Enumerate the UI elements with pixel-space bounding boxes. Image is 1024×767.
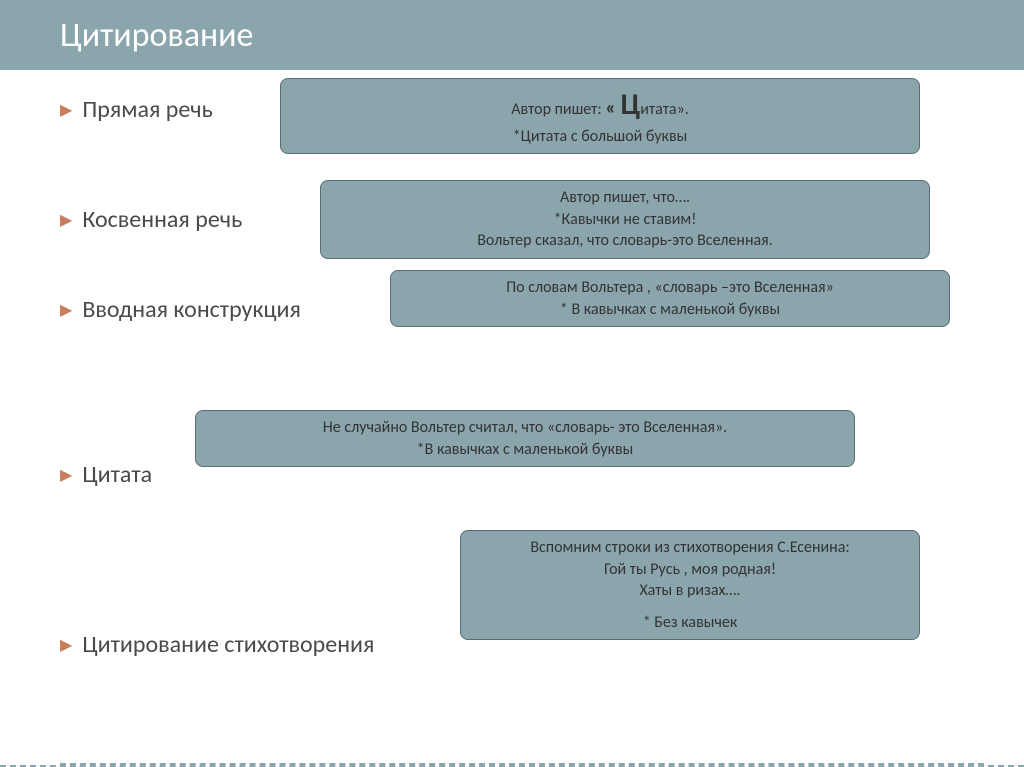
box-note: * Без кавычек: [471, 612, 909, 634]
bullet-icon: ▶: [60, 465, 72, 485]
box-text: «: [605, 96, 620, 120]
box-text: Гой ты Русь , моя родная!: [471, 559, 909, 581]
box-text: итата».: [640, 100, 689, 119]
box-quote: Не случайно Вольтер считал, что «словарь…: [195, 410, 855, 467]
box-text: По словам Вольтера , «словарь –это Вселе…: [401, 277, 939, 299]
bullet-intro-construction: ▶ Вводная конструкция: [60, 295, 301, 324]
box-text: Вспомним строки из стихотворения С.Есени…: [471, 537, 909, 559]
bullet-icon: ▶: [60, 210, 72, 230]
big-letter: Ц: [621, 86, 641, 123]
page-title: Цитирование: [60, 15, 253, 56]
bullet-direct-speech: ▶ Прямая речь: [60, 95, 213, 124]
bullet-label: Вводная конструкция: [82, 295, 301, 324]
bullet-indirect-speech: ▶ Косвенная речь: [60, 205, 242, 234]
content-area: ▶ Прямая речь ▶ Косвенная речь ▶ Вводная…: [0, 70, 1024, 767]
title-bar: Цитирование: [0, 0, 1024, 70]
box-note: *В кавычках с маленькой буквы: [206, 439, 844, 461]
box-text: *Кавычки не ставим!: [331, 209, 919, 231]
box-poem: Вспомним строки из стихотворения С.Есени…: [460, 530, 920, 640]
bullet-icon: ▶: [60, 100, 72, 120]
box-direct-speech: Автор пишет: « Цитата». *Цитата с большо…: [280, 78, 920, 154]
bullet-icon: ▶: [60, 635, 72, 655]
box-indirect-speech: Автор пишет, что…. *Кавычки не ставим! В…: [320, 180, 930, 259]
bullet-label: Цитата: [82, 460, 152, 489]
box-note: * В кавычках с маленькой буквы: [401, 299, 939, 321]
bullet-label: Прямая речь: [82, 95, 213, 124]
bullet-quote: ▶ Цитата: [60, 460, 152, 489]
box-text: Автор пишет:: [511, 100, 605, 119]
box-text: Вольтер сказал, что словарь-это Вселенна…: [331, 230, 919, 252]
bullet-poem-citation: ▶ Цитирование стихотворения: [60, 630, 374, 659]
bullet-label: Цитирование стихотворения: [82, 630, 374, 659]
box-text: Хаты в ризах….: [471, 580, 909, 602]
bullet-label: Косвенная речь: [82, 205, 242, 234]
bullet-icon: ▶: [60, 300, 72, 320]
box-intro-construction: По словам Вольтера , «словарь –это Вселе…: [390, 270, 950, 327]
divider: [60, 763, 984, 765]
box-text: Автор пишет, что….: [331, 187, 919, 209]
box-text: Не случайно Вольтер считал, что «словарь…: [206, 417, 844, 439]
box-note: *Цитата с большой буквы: [291, 126, 909, 148]
